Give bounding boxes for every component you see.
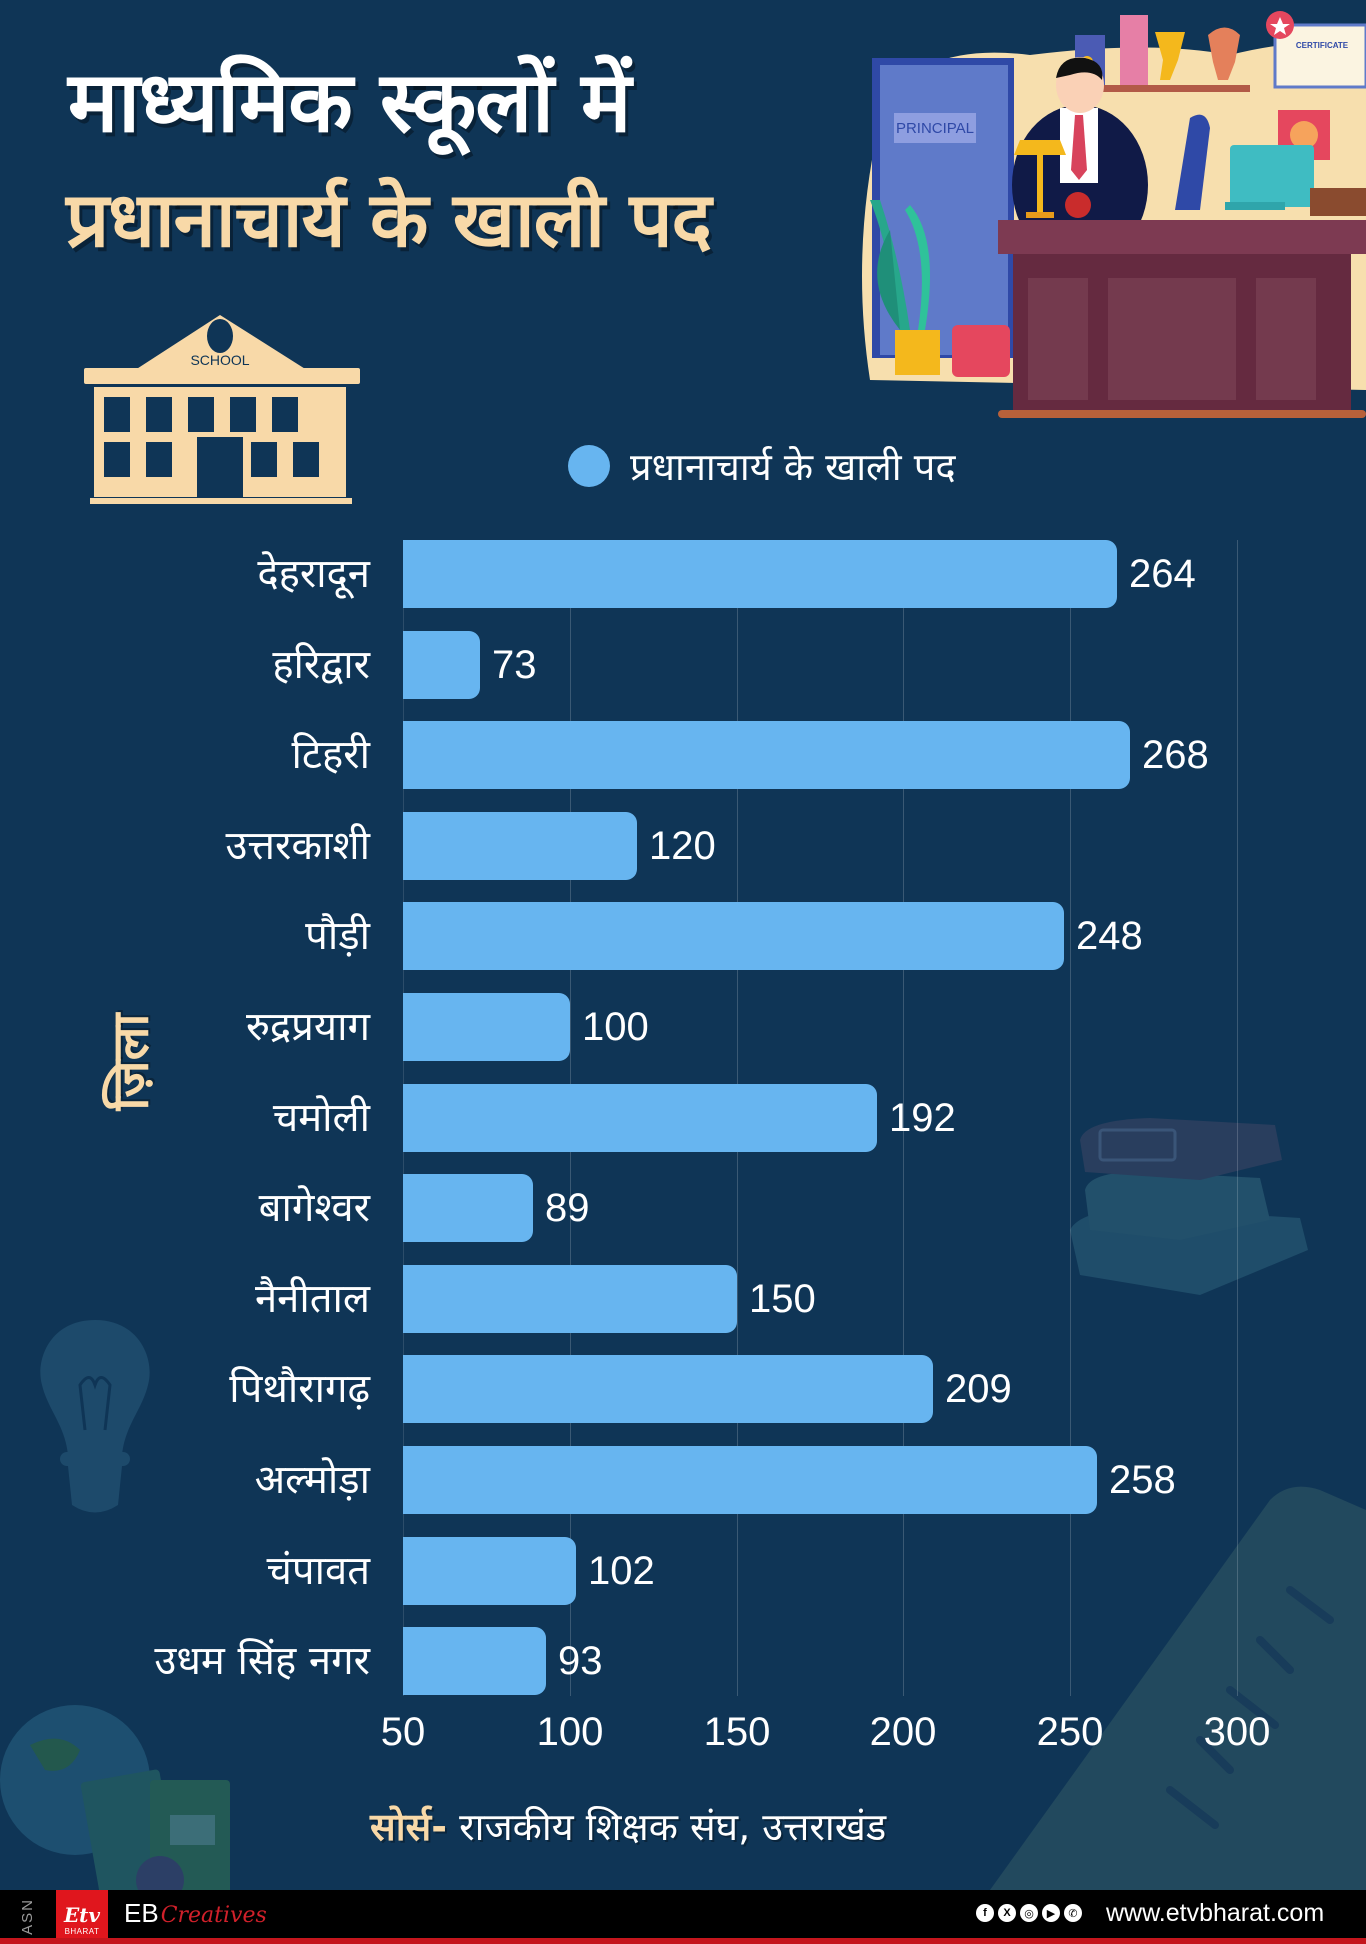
- bar-row: टिहरी 268: [0, 721, 1366, 789]
- bar-row: उत्तरकाशी 120: [0, 812, 1366, 880]
- value-label: 150: [749, 1277, 816, 1321]
- bar[interactable]: [403, 993, 570, 1061]
- category-label: बागेश्वर: [258, 1185, 370, 1231]
- school-label: SCHOOL: [190, 352, 249, 368]
- category-label: उत्तरकाशी: [225, 823, 370, 869]
- value-label: 209: [945, 1367, 1012, 1411]
- category-label: पिथौरागढ़: [229, 1366, 370, 1412]
- bar-row: देहरादून 264: [0, 540, 1366, 608]
- category-label: पौड़ी: [305, 913, 370, 959]
- x-tick-label: 300: [1203, 1710, 1271, 1754]
- bar[interactable]: [403, 1627, 546, 1695]
- globe-decoration-icon: [0, 1705, 230, 1895]
- etv-bharat-logo[interactable]: Etv BHARAT: [56, 1890, 108, 1938]
- etv-sub: BHARAT: [64, 1927, 100, 1936]
- youtube-icon[interactable]: ▶: [1042, 1904, 1060, 1922]
- source-key: सोर्स-: [370, 1805, 447, 1849]
- social-icons: f X ◎ ▶ ✆: [976, 1904, 1082, 1922]
- eb-creatives-brand: EBCreatives: [124, 1898, 267, 1928]
- footer-bar: ASN Etv BHARAT EBCreatives f X ◎ ▶ ✆ www.etv…: [0, 1890, 1366, 1944]
- category-label: अल्मोड़ा: [254, 1457, 370, 1503]
- x-tick-label: 150: [703, 1710, 771, 1754]
- category-label: उधम सिंह नगर: [154, 1638, 370, 1684]
- source-value: राजकीय शिक्षक संघ, उत्तराखंड: [447, 1805, 887, 1849]
- principal-office-illustration: PRINCIPAL CERTIFICATE: [862, 11, 1366, 418]
- x-tick-label: 100: [536, 1710, 604, 1754]
- bar[interactable]: [403, 1265, 737, 1333]
- chart-legend: प्रधानाचार्य के खाली पद: [568, 440, 956, 492]
- value-label: 258: [1109, 1458, 1176, 1502]
- category-label: टिहरी: [291, 732, 370, 778]
- bar[interactable]: [403, 1174, 533, 1242]
- value-label: 268: [1142, 733, 1209, 777]
- school-building-icon: SCHOOL: [84, 315, 360, 504]
- value-label: 73: [492, 643, 537, 687]
- bar-row: उधम सिंह नगर 93: [0, 1627, 1366, 1695]
- legend-swatch: [568, 445, 610, 487]
- category-label: चमोली: [272, 1095, 370, 1141]
- bar[interactable]: [403, 1446, 1097, 1514]
- etv-mark: Etv: [63, 1903, 101, 1927]
- bar-row: रुद्रप्रयाग 100: [0, 993, 1366, 1061]
- value-label: 264: [1129, 552, 1196, 596]
- value-label: 102: [588, 1549, 655, 1593]
- bar-row: पौड़ी 248: [0, 902, 1366, 970]
- certificate-text: CERTIFICATE: [1296, 41, 1349, 50]
- bar[interactable]: [403, 812, 637, 880]
- value-label: 100: [582, 1005, 649, 1049]
- value-label: 248: [1076, 914, 1143, 958]
- whatsapp-icon[interactable]: ✆: [1064, 1904, 1082, 1922]
- page-title-line1: माध्यमिक स्कूलों में: [68, 53, 631, 151]
- bar-row: पिथौरागढ़ 209: [0, 1355, 1366, 1423]
- value-label: 89: [545, 1186, 590, 1230]
- legend-label: प्रधानाचार्य के खाली पद: [630, 445, 956, 489]
- instagram-icon[interactable]: ◎: [1020, 1904, 1038, 1922]
- x-icon[interactable]: X: [998, 1904, 1016, 1922]
- bar-row: हरिद्वार 73: [0, 631, 1366, 699]
- x-tick-label: 250: [1036, 1710, 1104, 1754]
- category-label: चंपावत: [266, 1548, 370, 1594]
- bar[interactable]: [403, 631, 480, 699]
- category-label: देहरादून: [257, 551, 370, 597]
- bar-row: चंपावत 102: [0, 1537, 1366, 1605]
- bar-row: बागेश्वर 89: [0, 1174, 1366, 1242]
- category-label: रुद्रप्रयाग: [246, 1004, 370, 1050]
- asn-label: ASN: [18, 1897, 36, 1935]
- page-title-line2: प्रधानाचार्य के खाली पद: [66, 175, 712, 264]
- x-tick-label: 50: [380, 1710, 426, 1754]
- category-label: नैनीताल: [254, 1276, 370, 1322]
- bar[interactable]: [403, 1355, 933, 1423]
- bar[interactable]: [403, 1537, 576, 1605]
- facebook-icon[interactable]: f: [976, 1904, 994, 1922]
- value-label: 192: [889, 1096, 956, 1140]
- bar[interactable]: [403, 721, 1130, 789]
- bar[interactable]: [403, 1084, 877, 1152]
- bar[interactable]: [403, 902, 1064, 970]
- door-sign-text: PRINCIPAL: [896, 120, 974, 137]
- bar-row: अल्मोड़ा 258: [0, 1446, 1366, 1514]
- value-label: 120: [649, 824, 716, 868]
- category-label: हरिद्वार: [272, 642, 370, 688]
- bar-row: चमोली 192: [0, 1084, 1366, 1152]
- website-link[interactable]: www.etvbharat.com: [1106, 1899, 1325, 1927]
- x-tick-label: 200: [869, 1710, 937, 1754]
- bar-row: नैनीताल 150: [0, 1265, 1366, 1333]
- value-label: 93: [558, 1639, 603, 1683]
- source-note: सोर्स- राजकीय शिक्षक संघ, उत्तराखंड: [370, 1800, 886, 1852]
- bar[interactable]: [403, 540, 1117, 608]
